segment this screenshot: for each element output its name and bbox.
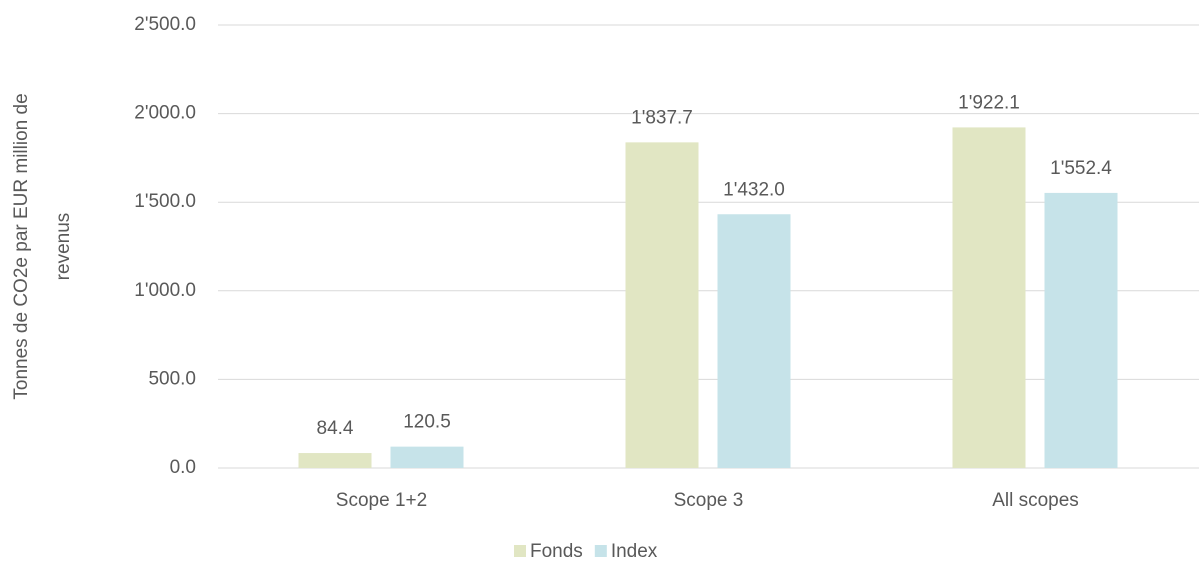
legend-label: Fonds — [530, 541, 583, 562]
legend-swatch — [514, 545, 526, 557]
y-axis-label: Tonnes de CO2e par EUR million de — [11, 93, 32, 399]
data-label: 1'837.7 — [631, 107, 693, 128]
bar — [952, 127, 1026, 469]
y-axis-label: revenus — [53, 213, 74, 281]
y-tick-label: 2'500.0 — [134, 14, 196, 35]
data-label: 1'432.0 — [723, 179, 785, 200]
bar — [625, 142, 699, 468]
data-label: 120.5 — [403, 412, 451, 433]
y-tick-label: 1'000.0 — [134, 280, 196, 301]
x-tick-label: Scope 3 — [674, 490, 744, 511]
x-tick-label: All scopes — [992, 490, 1079, 511]
bar — [1044, 192, 1118, 468]
x-tick-label: Scope 1+2 — [336, 490, 427, 511]
y-tick-label: 1'500.0 — [134, 191, 196, 212]
bar — [390, 446, 464, 468]
data-label: 84.4 — [317, 418, 354, 439]
legend-swatch — [594, 545, 607, 557]
y-tick-label: 2'000.0 — [134, 103, 196, 124]
bar — [717, 214, 791, 468]
y-tick-label: 0.0 — [170, 457, 196, 478]
data-label: 1'922.1 — [958, 92, 1020, 113]
data-label: 1'552.4 — [1050, 158, 1112, 179]
bar — [298, 453, 372, 468]
y-tick-label: 500.0 — [148, 368, 196, 389]
legend-label: Index — [611, 541, 658, 562]
